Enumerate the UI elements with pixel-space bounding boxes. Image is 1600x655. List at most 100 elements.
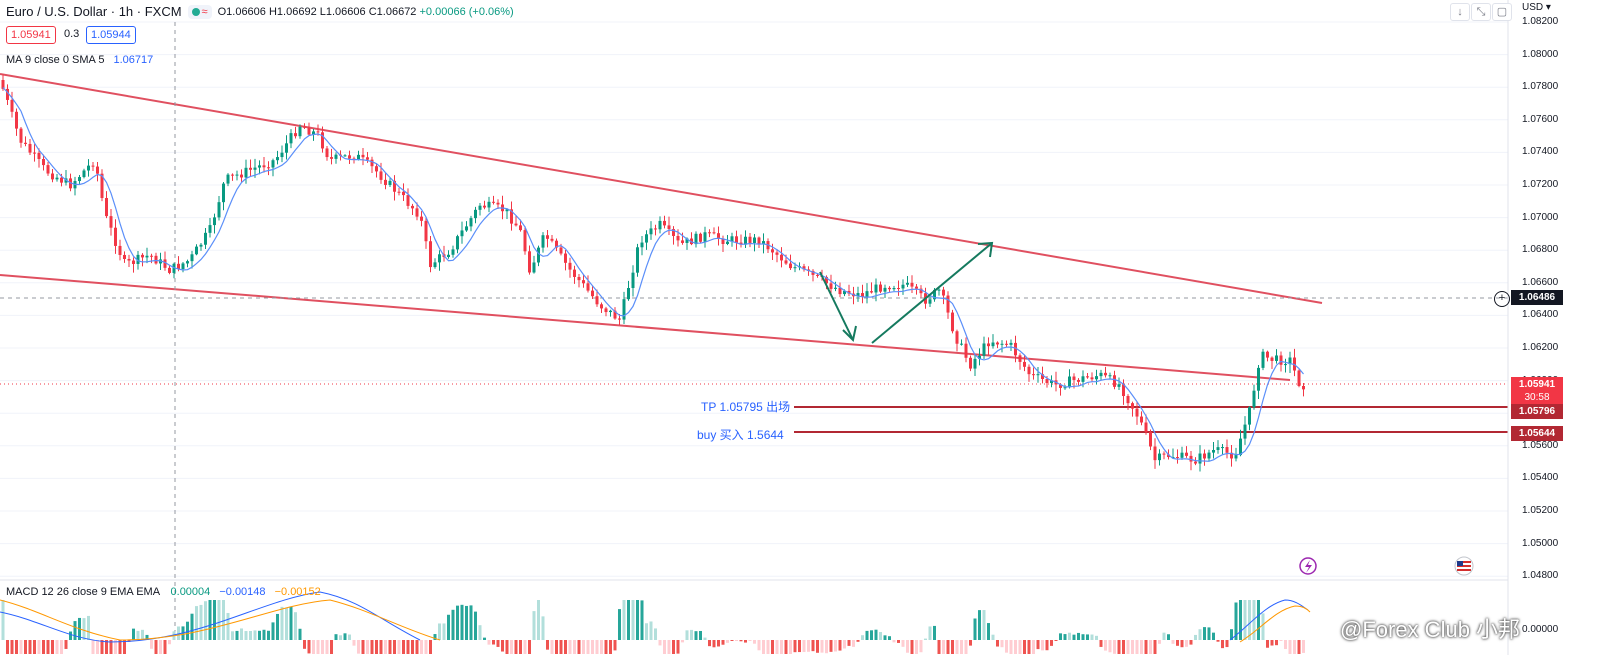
macd-bar bbox=[55, 640, 59, 654]
candle-body bbox=[415, 208, 419, 217]
macd-bar bbox=[1221, 640, 1224, 649]
candle-body bbox=[411, 205, 414, 209]
axis-tick-label: 1.08000 bbox=[1522, 48, 1559, 60]
candle-body bbox=[132, 260, 135, 264]
candle-body bbox=[825, 276, 828, 284]
candle-body bbox=[375, 166, 378, 172]
candle-body bbox=[559, 247, 563, 254]
macd-bar bbox=[424, 640, 428, 654]
macd-bar bbox=[442, 623, 446, 640]
macd-bar bbox=[1023, 640, 1026, 654]
macd-bar bbox=[1000, 640, 1004, 648]
candle-body bbox=[838, 287, 842, 295]
axis-tick-label: 1.07400 bbox=[1522, 146, 1559, 158]
candle-body bbox=[1131, 403, 1134, 409]
spread-value: 0.3 bbox=[64, 28, 80, 40]
macd-bar bbox=[487, 640, 491, 645]
macd-bar bbox=[1243, 600, 1247, 640]
macd-bar bbox=[235, 630, 239, 640]
macd-bar bbox=[622, 600, 626, 640]
candle-body bbox=[726, 241, 729, 244]
macd-bar bbox=[942, 640, 945, 654]
candle-body bbox=[1063, 387, 1067, 389]
candle-body bbox=[397, 191, 401, 193]
candle-body bbox=[712, 232, 716, 234]
macd-bar bbox=[829, 640, 833, 652]
ma-legend[interactable]: MA 9 close 0 SMA 5 1.06717 bbox=[6, 54, 153, 66]
candle-body bbox=[897, 287, 900, 289]
macd-bar bbox=[1194, 634, 1197, 640]
forecast-arrows[interactable] bbox=[819, 241, 994, 344]
lightning-icon[interactable] bbox=[1299, 557, 1317, 575]
candle-body bbox=[856, 293, 860, 297]
macd-legend[interactable]: MACD 12 26 close 9 EMA EMA 0.00004 −0.00… bbox=[6, 586, 321, 598]
candle-body bbox=[811, 270, 815, 275]
macd-bar bbox=[87, 615, 90, 640]
macd-bar bbox=[217, 600, 221, 640]
axis-tick-label: 1.06600 bbox=[1522, 276, 1559, 288]
currency-selector[interactable]: USD ▾ bbox=[1522, 2, 1551, 13]
buy-price-button[interactable]: 1.05944 bbox=[86, 26, 136, 44]
candle-body bbox=[1252, 390, 1256, 408]
buy-price-tag: 1.05644 bbox=[1511, 426, 1563, 441]
maximize-icon[interactable]: ▢ bbox=[1492, 3, 1512, 21]
arrow-down-icon[interactable]: ↓ bbox=[1450, 3, 1470, 21]
candle-body bbox=[213, 217, 216, 226]
collapse-icon[interactable]: ⤡ bbox=[1471, 3, 1491, 21]
macd-bar bbox=[253, 630, 257, 640]
candle-body bbox=[262, 165, 266, 168]
candle-body bbox=[298, 126, 302, 137]
candle-body bbox=[568, 262, 572, 270]
macd-bar bbox=[798, 640, 801, 653]
macd-bar bbox=[1077, 632, 1080, 640]
candle-body bbox=[60, 177, 63, 183]
macd-bar bbox=[136, 630, 140, 640]
macd-label: MACD 12 26 close 9 EMA EMA bbox=[6, 586, 160, 598]
macd-bar bbox=[924, 638, 927, 640]
candle-body bbox=[190, 254, 194, 262]
buy-annotation[interactable]: buy 买入 1.5644 bbox=[697, 428, 784, 442]
macd-bar bbox=[1216, 640, 1220, 642]
macd-bar bbox=[213, 600, 216, 640]
macd-bar bbox=[735, 640, 738, 641]
macd-bar bbox=[928, 626, 932, 640]
candle-body bbox=[510, 209, 513, 224]
flag-icon[interactable] bbox=[1454, 556, 1474, 576]
ma-legend-value: 1.06717 bbox=[113, 54, 154, 66]
candle-body bbox=[681, 240, 684, 243]
candle-body bbox=[384, 179, 387, 185]
trend-line-lower[interactable] bbox=[0, 274, 1291, 381]
macd-bar bbox=[1275, 640, 1278, 646]
macd-bar bbox=[505, 640, 509, 654]
macd-bar bbox=[1185, 640, 1188, 647]
macd-bar bbox=[388, 640, 392, 654]
macd-bar bbox=[1257, 600, 1260, 640]
macd-bar bbox=[847, 640, 851, 646]
sell-price-button[interactable]: 1.05941 bbox=[6, 26, 56, 44]
candle-body bbox=[694, 233, 698, 245]
macd-bar bbox=[42, 640, 45, 654]
candle-body bbox=[469, 218, 473, 227]
macd-bar bbox=[294, 612, 297, 640]
candle-body bbox=[654, 228, 657, 230]
macd-bar bbox=[577, 640, 581, 654]
candle-body bbox=[946, 295, 950, 313]
symbol-title[interactable]: Euro / U.S. Dollar · 1h · FXCM bbox=[6, 4, 182, 19]
tp-annotation[interactable]: TP 1.05795 出场 bbox=[701, 400, 791, 414]
macd-bar bbox=[1054, 640, 1058, 641]
macd-bar bbox=[1, 600, 5, 640]
macd-bar bbox=[726, 640, 729, 643]
ohlc-change: +0.00066 (+0.06%) bbox=[419, 5, 514, 18]
candle-body bbox=[100, 173, 104, 199]
market-status[interactable]: ≈ bbox=[187, 4, 212, 19]
macd-bar bbox=[397, 640, 401, 654]
candle-body bbox=[888, 287, 891, 290]
candle-body bbox=[1189, 455, 1193, 462]
macd-bar bbox=[271, 622, 275, 640]
macd-bar bbox=[460, 604, 464, 640]
macd-bar bbox=[1050, 640, 1053, 646]
macd-bar bbox=[451, 609, 455, 640]
crosshair-plus-icon[interactable]: + bbox=[1494, 291, 1510, 307]
trend-line-upper[interactable] bbox=[0, 73, 1323, 304]
